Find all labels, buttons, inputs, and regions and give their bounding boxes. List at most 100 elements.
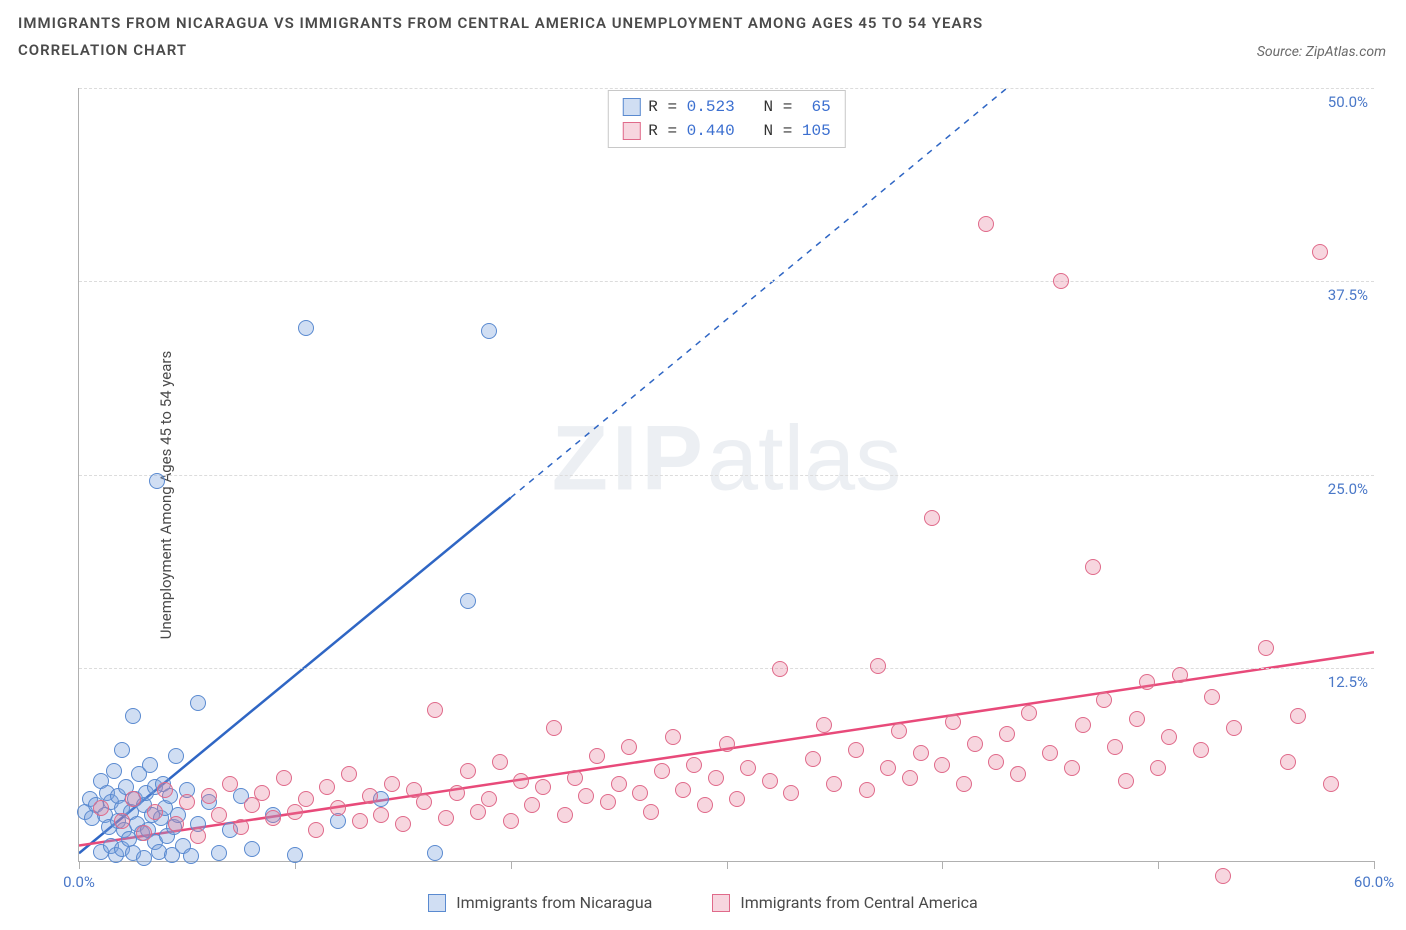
scatter-point bbox=[729, 791, 745, 807]
scatter-point bbox=[416, 794, 432, 810]
scatter-point bbox=[1258, 640, 1274, 656]
legend-swatch bbox=[622, 98, 640, 116]
series-legend-label: Immigrants from Central America bbox=[740, 893, 977, 912]
scatter-point bbox=[147, 804, 163, 820]
scatter-point bbox=[762, 773, 778, 789]
trend-line-dashed bbox=[511, 88, 1007, 498]
x-tick-label: 0.0% bbox=[63, 873, 95, 891]
correlation-legend-box: R = 0.523 N = 65R = 0.440 N = 105 bbox=[607, 90, 845, 148]
scatter-point bbox=[125, 708, 141, 724]
scatter-point bbox=[967, 736, 983, 752]
scatter-point bbox=[934, 757, 950, 773]
title-block: IMMIGRANTS FROM NICARAGUA VS IMMIGRANTS … bbox=[0, 0, 1406, 64]
scatter-point bbox=[859, 782, 875, 798]
y-tick-label: 12.5% bbox=[1328, 673, 1368, 691]
y-tick-label: 25.0% bbox=[1328, 480, 1368, 498]
gridline-h bbox=[79, 281, 1374, 282]
scatter-point bbox=[183, 848, 199, 864]
scatter-point bbox=[125, 791, 141, 807]
scatter-point bbox=[149, 473, 165, 489]
scatter-point bbox=[1193, 742, 1209, 758]
scatter-point bbox=[136, 850, 152, 866]
scatter-point bbox=[460, 763, 476, 779]
scatter-point bbox=[136, 825, 152, 841]
scatter-point bbox=[772, 661, 788, 677]
scatter-point bbox=[913, 745, 929, 761]
scatter-point bbox=[190, 828, 206, 844]
scatter-point bbox=[600, 794, 616, 810]
scatter-point bbox=[988, 754, 1004, 770]
scatter-point bbox=[308, 822, 324, 838]
scatter-point bbox=[481, 791, 497, 807]
scatter-point bbox=[168, 816, 184, 832]
scatter-point bbox=[611, 776, 627, 792]
scatter-point bbox=[643, 804, 659, 820]
scatter-point bbox=[1021, 705, 1037, 721]
scatter-point bbox=[287, 847, 303, 863]
scatter-point bbox=[1204, 689, 1220, 705]
scatter-point bbox=[816, 717, 832, 733]
x-tick bbox=[727, 861, 728, 869]
scatter-point bbox=[891, 723, 907, 739]
scatter-point bbox=[535, 779, 551, 795]
scatter-point bbox=[621, 739, 637, 755]
x-tick-label: 60.0% bbox=[1354, 873, 1394, 891]
scatter-point bbox=[298, 791, 314, 807]
scatter-point bbox=[168, 748, 184, 764]
scatter-point bbox=[1042, 745, 1058, 761]
legend-swatch bbox=[622, 122, 640, 140]
series-legend-item: Immigrants from Nicaragua bbox=[428, 893, 652, 912]
scatter-point bbox=[244, 841, 260, 857]
scatter-point bbox=[157, 782, 173, 798]
scatter-point bbox=[902, 770, 918, 786]
scatter-point bbox=[1085, 559, 1101, 575]
scatter-point bbox=[589, 748, 605, 764]
watermark-zip: ZIP bbox=[552, 408, 707, 510]
scatter-point bbox=[1226, 720, 1242, 736]
scatter-point bbox=[675, 782, 691, 798]
scatter-point bbox=[524, 797, 540, 813]
scatter-point bbox=[319, 779, 335, 795]
scatter-point bbox=[1280, 754, 1296, 770]
scatter-point bbox=[632, 785, 648, 801]
legend-row: R = 0.523 N = 65 bbox=[622, 95, 830, 119]
scatter-point bbox=[999, 726, 1015, 742]
source-name: ZipAtlas.com bbox=[1306, 44, 1386, 60]
legend-stat-text: R = 0.523 N = 65 bbox=[648, 95, 830, 119]
plot-area: ZIPatlas R = 0.523 N = 65R = 0.440 N = 1… bbox=[78, 88, 1374, 862]
watermark: ZIPatlas bbox=[552, 407, 901, 512]
scatter-point bbox=[665, 729, 681, 745]
scatter-point bbox=[438, 810, 454, 826]
scatter-point bbox=[114, 813, 130, 829]
series-legend: Immigrants from Nicaragua Immigrants from… bbox=[18, 893, 1388, 912]
chart-title-line1: IMMIGRANTS FROM NICARAGUA VS IMMIGRANTS … bbox=[18, 10, 1388, 37]
scatter-point bbox=[481, 323, 497, 339]
scatter-point bbox=[686, 757, 702, 773]
scatter-point bbox=[276, 770, 292, 786]
x-tick bbox=[1374, 861, 1375, 869]
scatter-point bbox=[427, 702, 443, 718]
scatter-point bbox=[427, 845, 443, 861]
x-tick bbox=[79, 861, 80, 869]
series-legend-label: Immigrants from Nicaragua bbox=[456, 893, 652, 912]
scatter-point bbox=[1129, 711, 1145, 727]
scatter-point bbox=[697, 797, 713, 813]
scatter-point bbox=[373, 807, 389, 823]
legend-swatch bbox=[428, 894, 446, 912]
legend-stat-text: R = 0.440 N = 105 bbox=[648, 119, 830, 143]
scatter-point bbox=[179, 794, 195, 810]
scatter-point bbox=[719, 736, 735, 752]
scatter-point bbox=[449, 785, 465, 801]
chart-title-line2: CORRELATION CHART bbox=[18, 37, 1388, 64]
y-tick-label: 37.5% bbox=[1328, 286, 1368, 304]
scatter-point bbox=[956, 776, 972, 792]
scatter-point bbox=[826, 776, 842, 792]
scatter-point bbox=[298, 320, 314, 336]
scatter-point bbox=[254, 785, 270, 801]
scatter-point bbox=[945, 714, 961, 730]
scatter-point bbox=[1172, 667, 1188, 683]
gridline-h bbox=[79, 475, 1374, 476]
scatter-point bbox=[395, 816, 411, 832]
watermark-atlas: atlas bbox=[707, 408, 901, 510]
scatter-point bbox=[1161, 729, 1177, 745]
